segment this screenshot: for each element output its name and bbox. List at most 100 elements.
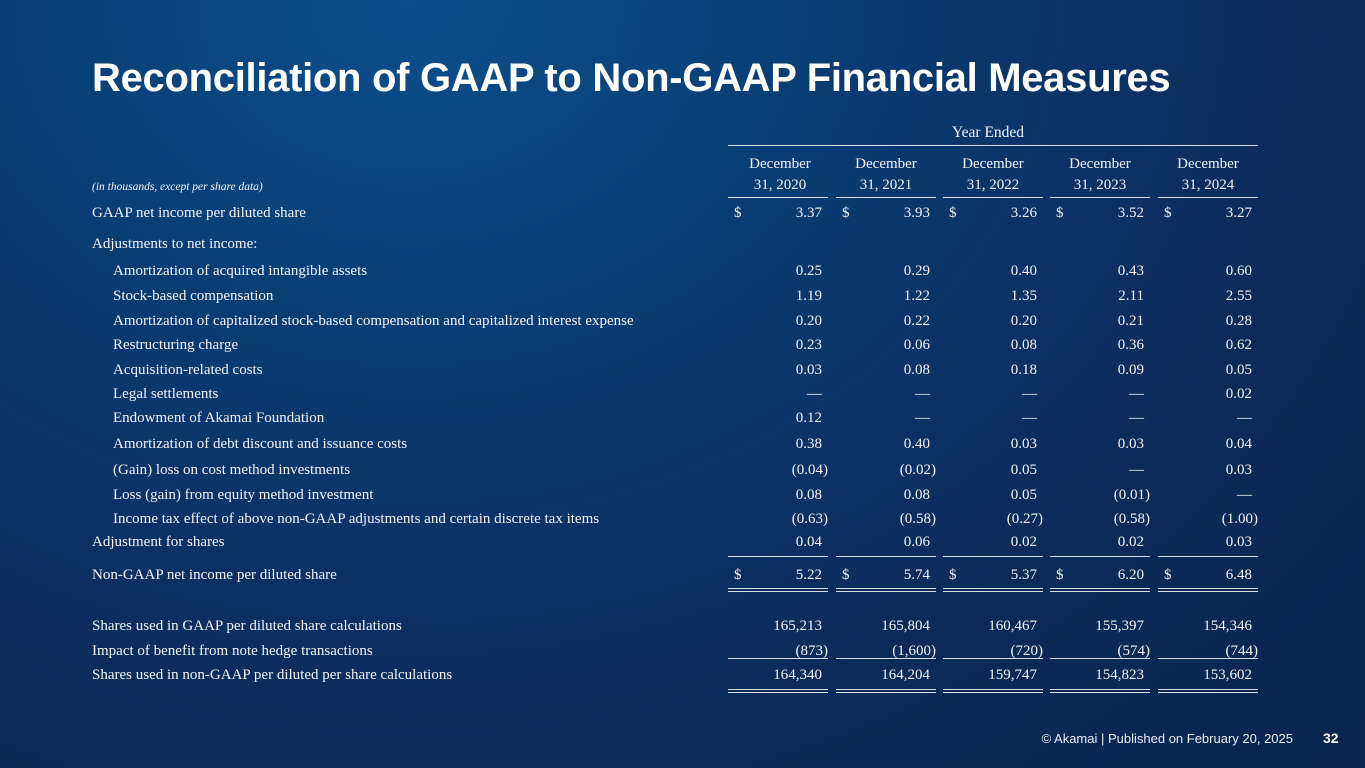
currency-symbol: $ bbox=[842, 205, 850, 221]
footer-text: © Akamai | Published on February 20, 202… bbox=[1041, 731, 1293, 746]
table-cell: 0.02 bbox=[1117, 534, 1144, 550]
table-cell: — bbox=[1022, 410, 1037, 426]
table-cell: 0.02 bbox=[1010, 534, 1037, 550]
table-cell: 0.04 bbox=[1225, 436, 1252, 452]
total-double-rule bbox=[943, 588, 1043, 592]
row-label: Impact of benefit from note hedge transa… bbox=[92, 643, 373, 659]
subtotal-rule bbox=[836, 658, 936, 659]
table-cell: 0.62 bbox=[1225, 337, 1252, 353]
table-cell: 0.36 bbox=[1117, 337, 1144, 353]
table-cell: 3.27 bbox=[1225, 205, 1252, 221]
currency-symbol: $ bbox=[734, 567, 742, 583]
table-cell: 0.40 bbox=[903, 436, 930, 452]
row-label: (Gain) loss on cost method investments bbox=[113, 462, 351, 478]
table-cell: 5.37 bbox=[1010, 567, 1037, 583]
row-label: Legal settlements bbox=[113, 386, 219, 402]
subtotal-rule bbox=[836, 556, 936, 557]
currency-symbol: $ bbox=[842, 567, 850, 583]
table-cell: 164,204 bbox=[881, 667, 930, 683]
column-header-line2: 31, 2024 bbox=[1181, 177, 1235, 193]
table-cell: 0.06 bbox=[903, 337, 930, 353]
table-cell: 6.48 bbox=[1225, 567, 1252, 583]
table-cell: 160,467 bbox=[988, 618, 1037, 634]
subtotal-rule bbox=[943, 658, 1043, 659]
table-cell: 0.25 bbox=[795, 263, 822, 279]
currency-symbol: $ bbox=[949, 567, 957, 583]
subtotal-rule bbox=[728, 556, 828, 557]
table-cell: 1.22 bbox=[903, 288, 930, 304]
table-cell: 1.19 bbox=[795, 288, 822, 304]
subtotal-rule bbox=[943, 556, 1043, 557]
currency-symbol: $ bbox=[1164, 205, 1172, 221]
column-header-line1: December bbox=[962, 156, 1024, 172]
table-cell: 0.08 bbox=[795, 487, 822, 503]
table-cell: — bbox=[1129, 386, 1144, 402]
table-cell: 0.20 bbox=[795, 313, 822, 329]
total-double-rule bbox=[943, 689, 1043, 693]
column-header-line2: 31, 2022 bbox=[966, 177, 1020, 193]
total-double-rule bbox=[1050, 588, 1150, 592]
row-label: Amortization of capitalized stock-based … bbox=[113, 313, 634, 329]
column-header-line1: December bbox=[1177, 156, 1239, 172]
table-cell: 0.40 bbox=[1010, 263, 1037, 279]
column-header-line1: December bbox=[855, 156, 917, 172]
total-double-rule bbox=[836, 689, 936, 693]
row-label: Income tax effect of above non-GAAP adju… bbox=[113, 511, 600, 527]
table-cell: — bbox=[1237, 487, 1252, 503]
column-header-rule bbox=[1050, 197, 1150, 198]
table-cell: 165,804 bbox=[881, 618, 930, 634]
table-cell: 3.93 bbox=[903, 205, 930, 221]
column-header-rule bbox=[1158, 197, 1258, 198]
subtotal-rule bbox=[728, 658, 828, 659]
table-cell: (1,600) bbox=[892, 643, 936, 659]
table-cell: — bbox=[1022, 386, 1037, 402]
table-cell: 0.18 bbox=[1010, 362, 1037, 378]
table-cell: 0.05 bbox=[1225, 362, 1252, 378]
row-label: Stock-based compensation bbox=[113, 288, 274, 304]
table-cell: 0.04 bbox=[795, 534, 822, 550]
column-header-rule bbox=[943, 197, 1043, 198]
subtotal-rule bbox=[1050, 658, 1150, 659]
row-label: Adjustment for shares bbox=[92, 534, 225, 550]
column-header-rule bbox=[728, 197, 828, 198]
table-cell: 164,340 bbox=[773, 667, 822, 683]
column-header-line1: December bbox=[749, 156, 811, 172]
table-cell: 0.38 bbox=[795, 436, 822, 452]
group-header: Year Ended bbox=[952, 124, 1025, 141]
column-header-line1: December bbox=[1069, 156, 1131, 172]
units-note: (in thousands, except per share data) bbox=[92, 181, 263, 193]
table-cell: (0.63) bbox=[791, 511, 828, 527]
total-double-rule bbox=[728, 689, 828, 693]
table-cell: 0.28 bbox=[1225, 313, 1252, 329]
table-cell: 3.26 bbox=[1010, 205, 1037, 221]
row-label: Amortization of acquired intangible asse… bbox=[113, 263, 368, 279]
page-title: Reconciliation of GAAP to Non-GAAP Finan… bbox=[92, 56, 1171, 100]
table-cell: 3.37 bbox=[795, 205, 822, 221]
total-double-rule bbox=[836, 588, 936, 592]
table-cell: 0.60 bbox=[1225, 263, 1252, 279]
table-cell: (744) bbox=[1225, 643, 1259, 659]
table-cell: 2.11 bbox=[1118, 288, 1144, 304]
currency-symbol: $ bbox=[1164, 567, 1172, 583]
page-number: 32 bbox=[1323, 730, 1339, 746]
table-cell: 0.08 bbox=[903, 487, 930, 503]
table-cell: (0.02) bbox=[899, 462, 936, 478]
table-cell: (0.58) bbox=[899, 511, 936, 527]
table-cell: 155,397 bbox=[1095, 618, 1144, 634]
column-header-line2: 31, 2021 bbox=[859, 177, 913, 193]
table-cell: 0.22 bbox=[903, 313, 930, 329]
table-cell: 0.20 bbox=[1010, 313, 1037, 329]
table-cell: 2.55 bbox=[1225, 288, 1252, 304]
table-cell: — bbox=[1129, 410, 1144, 426]
table-cell: 0.06 bbox=[903, 534, 930, 550]
total-double-rule bbox=[1158, 588, 1258, 592]
table-cell: 159,747 bbox=[988, 667, 1037, 683]
row-label: Loss (gain) from equity method investmen… bbox=[113, 487, 374, 503]
subtotal-rule bbox=[1158, 556, 1258, 557]
currency-symbol: $ bbox=[734, 205, 742, 221]
column-header-line2: 31, 2023 bbox=[1073, 177, 1127, 193]
row-label: Amortization of debt discount and issuan… bbox=[113, 436, 408, 452]
table-cell: — bbox=[807, 386, 822, 402]
table-cell: 154,346 bbox=[1203, 618, 1252, 634]
table-cell: 5.22 bbox=[795, 567, 822, 583]
